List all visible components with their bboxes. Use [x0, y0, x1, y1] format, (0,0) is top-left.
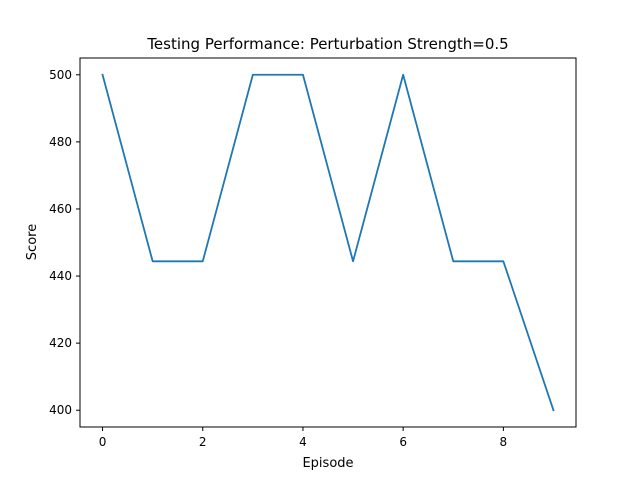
x-tick-label: 4 [299, 435, 307, 449]
y-tick-label: 460 [49, 202, 72, 216]
series-line-0 [101, 73, 555, 412]
y-tick-label: 420 [49, 336, 72, 350]
y-tick-label: 480 [49, 135, 72, 149]
x-tick-label: 6 [399, 435, 407, 449]
plot-frame [79, 57, 577, 428]
x-axis-ticks: 0 2 4 6 8 [99, 427, 507, 449]
y-tick-label: 500 [49, 68, 72, 82]
chart-title: Testing Performance: Perturbation Streng… [146, 35, 508, 53]
y-axis-ticks: 400 420 440 460 480 500 [49, 68, 80, 417]
x-tick-label: 8 [500, 435, 508, 449]
y-tick-label: 440 [49, 269, 72, 283]
x-tick-label: 0 [99, 435, 107, 449]
plot-content [101, 73, 555, 412]
x-axis-label: Episode [302, 456, 353, 471]
y-tick-label: 400 [49, 403, 72, 417]
x-tick-label: 2 [199, 435, 207, 449]
y-axis-label: Score [25, 224, 40, 260]
